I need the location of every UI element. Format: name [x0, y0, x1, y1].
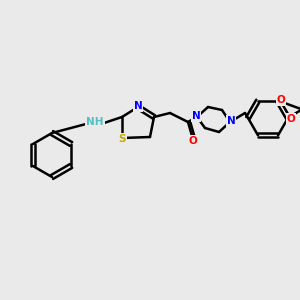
- Text: N: N: [226, 116, 236, 126]
- Text: O: O: [189, 136, 197, 146]
- Text: NH: NH: [86, 117, 104, 127]
- Text: O: O: [277, 95, 285, 105]
- Text: N: N: [134, 101, 142, 111]
- Text: S: S: [118, 134, 126, 144]
- Text: N: N: [192, 111, 200, 121]
- Text: O: O: [286, 114, 296, 124]
